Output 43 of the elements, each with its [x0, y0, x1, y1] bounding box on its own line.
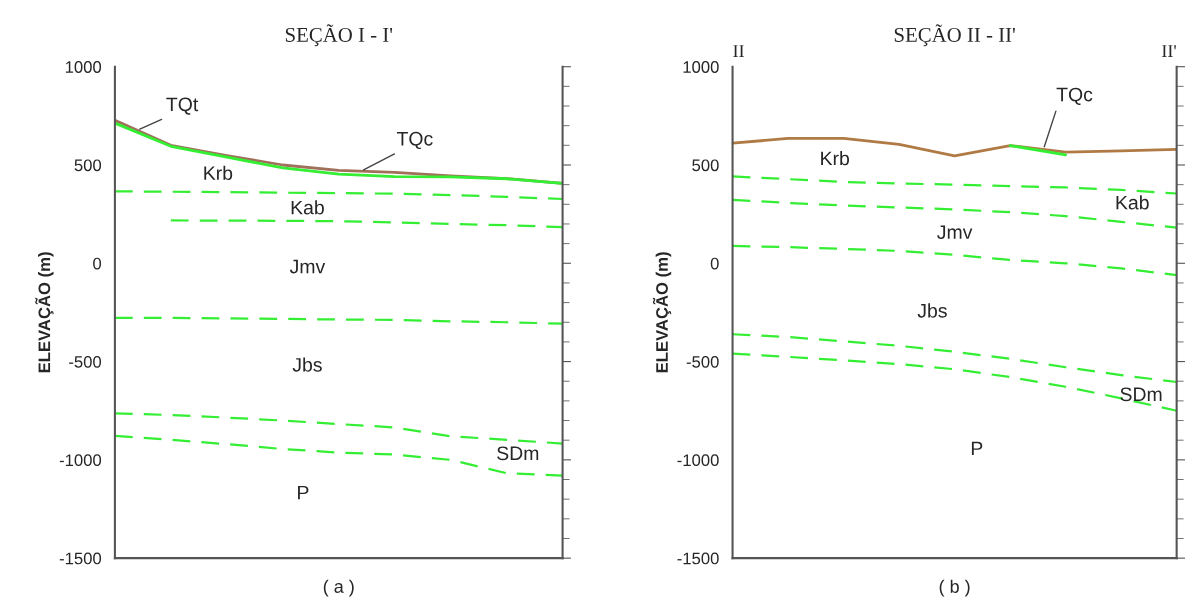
- line-series: [732, 244, 1177, 277]
- y-tick-label: -1500: [59, 552, 102, 565]
- y-tick-label: 1000: [65, 61, 102, 73]
- line-series: [169, 219, 563, 229]
- y-axis-title: ELEVAÇÃO (m): [35, 252, 54, 373]
- annotation: Krb: [821, 151, 850, 166]
- line-series: [732, 352, 1177, 412]
- y-tick-label: -1000: [59, 454, 102, 467]
- line-series: [114, 190, 563, 201]
- line-series: [114, 412, 563, 445]
- text: II: [733, 45, 744, 57]
- annotation: Jbs: [917, 303, 947, 318]
- annotation: Jmv: [937, 225, 973, 240]
- y-tick-label: -1000: [677, 454, 719, 467]
- annotation: TQc: [1056, 87, 1093, 105]
- annotation: Kab: [1116, 195, 1149, 210]
- annotation: SDm: [1120, 387, 1162, 402]
- line-series: [732, 175, 1177, 195]
- annotation: Kab: [291, 200, 324, 215]
- annotation: TQt: [166, 97, 199, 115]
- y-axis-title: ELEVAÇÃO (m): [652, 252, 672, 373]
- x-axis-title: ( a ): [323, 579, 354, 597]
- y-tick-label: 1000: [683, 61, 719, 73]
- text: II': [1162, 45, 1176, 57]
- y-tick-label: 0: [710, 257, 719, 270]
- annotation: TQc: [396, 131, 433, 150]
- y-tick-label: 0: [93, 257, 102, 270]
- chart-title: SEÇÃO I - I': [285, 24, 393, 47]
- annotation: P: [298, 485, 309, 500]
- line-series: [114, 434, 563, 477]
- y-tick-label: 500: [692, 159, 719, 172]
- x-axis-title: ( b ): [939, 579, 970, 597]
- y-tick-label: 500: [74, 159, 102, 172]
- annotation: SDm: [497, 446, 539, 461]
- annotation: Jmv: [289, 259, 326, 274]
- y-tick-label: -500: [69, 355, 102, 368]
- annotation: Jbs: [292, 357, 322, 372]
- annotation: P: [971, 441, 983, 456]
- y-tick-label: -1500: [677, 552, 719, 565]
- annotation: Krb: [204, 165, 233, 181]
- line-series: [732, 333, 1177, 384]
- y-tick-label: -500: [686, 355, 719, 368]
- chart-title: SEÇÃO II - II': [894, 24, 1015, 47]
